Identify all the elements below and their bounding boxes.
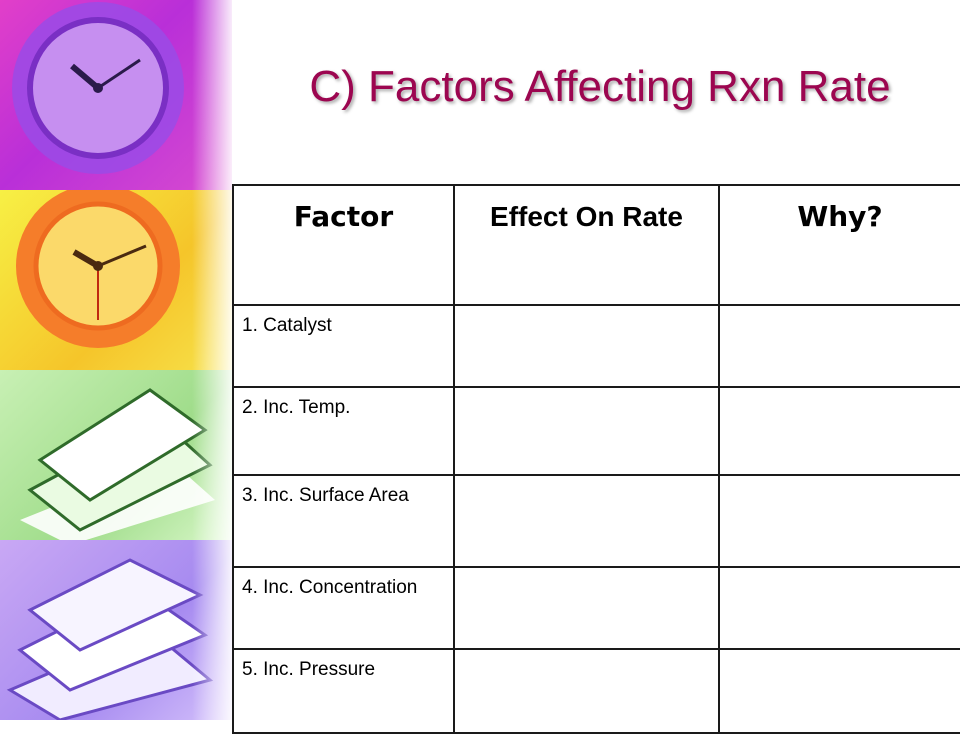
paper-stack-icon (20, 388, 215, 540)
factor-cell: 5. Inc. Pressure (232, 648, 455, 734)
effect-cell (453, 304, 720, 388)
why-cell (718, 648, 960, 734)
table-row: 3. Inc. Surface Area (232, 474, 960, 568)
paper-stack-icon (6, 558, 214, 720)
table-row: 1. Catalyst (232, 304, 960, 388)
clock-icon (16, 190, 180, 348)
effect-cell (453, 566, 720, 650)
table-row: 4. Inc. Concentration (232, 566, 960, 650)
factor-cell: 2. Inc. Temp. (232, 386, 455, 476)
slide-title: C) Factors Affecting Rxn Rate (309, 62, 891, 111)
table-row: 5. Inc. Pressure (232, 648, 960, 734)
factor-cell: 1. Catalyst (232, 304, 455, 388)
effect-cell (453, 386, 720, 476)
effect-cell (453, 648, 720, 734)
table-row: 2. Inc. Temp. (232, 386, 960, 476)
header-effect-on-rate: Effect On Rate (453, 184, 720, 306)
why-cell (718, 474, 960, 568)
factor-cell: 4. Inc. Concentration (232, 566, 455, 650)
factor-cell: 3. Inc. Surface Area (232, 474, 455, 568)
header-factor: Factor (232, 184, 455, 306)
clock-icon (12, 2, 184, 174)
why-cell (718, 304, 960, 388)
table-header-row: Factor Effect On Rate Why? (232, 184, 960, 306)
effect-cell (453, 474, 720, 568)
strip-fade (192, 0, 232, 720)
why-cell (718, 386, 960, 476)
factors-table: Factor Effect On Rate Why? 1. Catalyst 2… (232, 184, 960, 734)
papers-image-purple (0, 540, 232, 720)
why-cell (718, 566, 960, 650)
header-why: Why? (718, 184, 960, 306)
decorative-photo-strip (0, 0, 232, 720)
